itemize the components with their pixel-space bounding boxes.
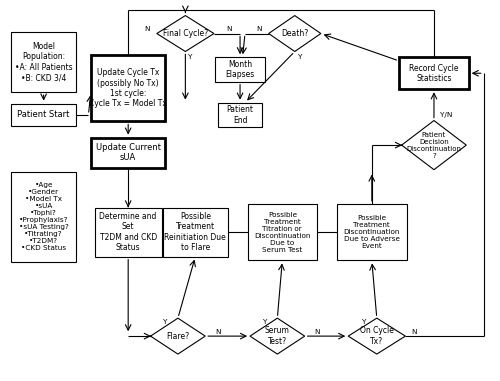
- Text: Possible
Treatment
Discontinuation
Due to Adverse
Event: Possible Treatment Discontinuation Due t…: [344, 215, 400, 249]
- Bar: [399, 57, 469, 89]
- Polygon shape: [150, 318, 206, 354]
- Polygon shape: [348, 318, 406, 354]
- Text: On Cycle
Tx?: On Cycle Tx?: [360, 327, 394, 346]
- Text: Possible
Treatment
Reinitiation Due
to Flare: Possible Treatment Reinitiation Due to F…: [164, 212, 226, 252]
- Text: Update Cycle Tx
(possibly No Tx)
1st cycle:
Cycle Tx = Model Tx: Update Cycle Tx (possibly No Tx) 1st cyc…: [89, 68, 167, 109]
- Polygon shape: [157, 16, 214, 51]
- Text: Serum
Test?: Serum Test?: [265, 327, 290, 346]
- Text: Update Current
sUA: Update Current sUA: [96, 143, 160, 162]
- Text: Y/N: Y/N: [440, 112, 452, 118]
- Text: Flare?: Flare?: [166, 331, 190, 341]
- Text: Y: Y: [164, 319, 168, 325]
- Text: Model
Population:
•A: All Patients
•B: CKD 3/4: Model Population: •A: All Patients •B: C…: [15, 42, 72, 82]
- Bar: [91, 138, 166, 168]
- Bar: [218, 102, 262, 127]
- Text: Record Cycle
Statistics: Record Cycle Statistics: [409, 64, 459, 83]
- Text: Y: Y: [362, 319, 366, 325]
- Bar: [91, 55, 166, 122]
- Text: N: N: [226, 26, 232, 32]
- Text: Determine and
Set
T2DM and CKD
Status: Determine and Set T2DM and CKD Status: [100, 212, 157, 252]
- Text: N: N: [256, 26, 262, 32]
- Bar: [163, 208, 228, 257]
- Text: N: N: [144, 26, 150, 32]
- Text: Possible
Treatment
Titration or
Discontinuation
Due to
Serum Test: Possible Treatment Titration or Disconti…: [254, 211, 310, 253]
- Text: N: N: [314, 328, 320, 335]
- Text: Death?: Death?: [281, 29, 308, 38]
- Bar: [337, 204, 406, 261]
- Bar: [248, 204, 317, 261]
- Bar: [12, 171, 76, 263]
- Bar: [12, 32, 76, 92]
- Bar: [94, 208, 162, 257]
- Text: Patient Start: Patient Start: [18, 110, 70, 119]
- Polygon shape: [402, 120, 466, 170]
- Text: Final Cycle?: Final Cycle?: [163, 29, 208, 38]
- Bar: [12, 104, 76, 126]
- Text: N: N: [412, 328, 417, 335]
- Polygon shape: [250, 318, 304, 354]
- Text: N: N: [215, 328, 220, 335]
- Text: Y: Y: [188, 54, 192, 60]
- Text: Y: Y: [262, 319, 267, 325]
- Text: Y: Y: [298, 54, 302, 60]
- Bar: [215, 57, 265, 82]
- Text: Patient
End: Patient End: [226, 105, 254, 125]
- Text: Month
Elapses: Month Elapses: [226, 60, 254, 79]
- Text: Patient
Decision
Discontinuation
?: Patient Decision Discontinuation ?: [406, 131, 462, 158]
- Polygon shape: [268, 16, 321, 51]
- Text: •Age
•Gender
•Model Tx
•sUA
•Tophi?
•Prophylaxis?
•sUA Testing?
•Titrating?
•T2D: •Age •Gender •Model Tx •sUA •Tophi? •Pro…: [18, 182, 68, 251]
